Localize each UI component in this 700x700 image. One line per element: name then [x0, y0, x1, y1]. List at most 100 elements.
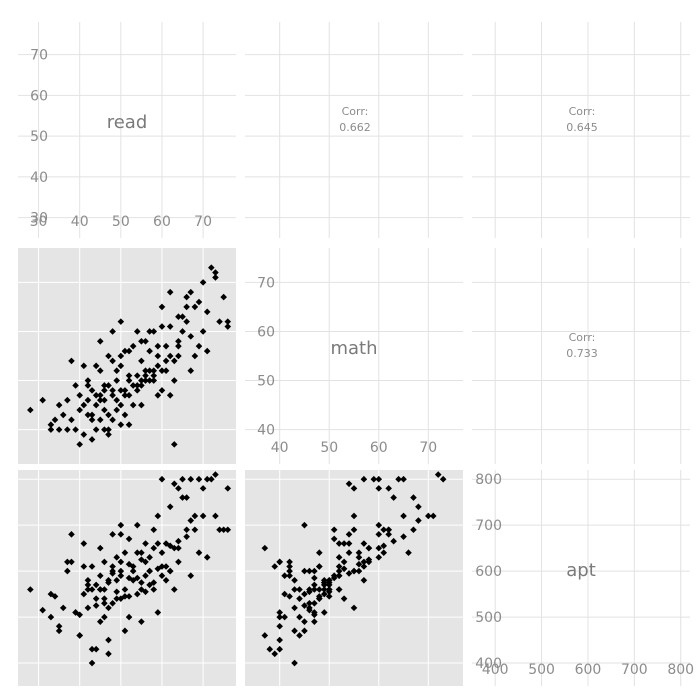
data-point	[154, 342, 162, 350]
data-point	[325, 576, 333, 584]
data-point	[360, 563, 368, 570]
data-point	[286, 593, 293, 600]
data-point	[400, 475, 407, 483]
panel-1-0	[18, 248, 236, 464]
data-point	[370, 475, 378, 483]
y-tick-label: 70	[257, 275, 275, 291]
data-point	[84, 586, 92, 593]
data-point	[191, 352, 199, 360]
data-point	[113, 367, 121, 375]
data-point	[101, 382, 108, 389]
data-point	[306, 604, 313, 612]
data-point	[390, 537, 397, 545]
data-point	[183, 318, 190, 325]
panel-background	[245, 248, 463, 464]
data-point	[109, 357, 116, 365]
corr-value: 0.662	[339, 121, 371, 134]
data-point	[375, 531, 383, 538]
corr-value: 0.733	[566, 347, 598, 360]
data-point	[175, 342, 182, 350]
data-point	[80, 590, 88, 598]
data-point	[281, 613, 288, 621]
data-point	[316, 549, 323, 557]
y-tick-label: 40	[257, 423, 275, 439]
data-point	[375, 475, 383, 483]
variable-name-apt: apt	[566, 560, 596, 581]
data-point	[129, 342, 137, 350]
data-point	[350, 512, 358, 520]
data-point	[88, 563, 96, 570]
data-point	[109, 563, 116, 570]
data-point	[88, 436, 96, 443]
data-point	[150, 579, 158, 586]
data-point	[80, 540, 88, 547]
data-point	[142, 377, 149, 384]
data-point	[129, 567, 137, 575]
data-point	[360, 475, 368, 483]
data-point	[92, 645, 100, 653]
data-point	[191, 512, 199, 520]
data-point	[64, 396, 71, 404]
data-point	[125, 377, 133, 384]
y-tick-label: 70	[30, 48, 48, 64]
data-point	[316, 586, 323, 593]
data-point	[133, 574, 141, 582]
data-point	[183, 494, 190, 501]
data-point	[154, 512, 162, 520]
data-point	[125, 347, 133, 355]
data-point	[286, 563, 293, 570]
data-point	[195, 298, 203, 306]
data-point	[150, 544, 158, 552]
data-point	[301, 567, 308, 575]
data-point	[375, 485, 383, 492]
data-point	[212, 512, 219, 520]
data-point	[113, 406, 121, 414]
data-point	[68, 558, 75, 566]
data-point	[146, 328, 153, 335]
data-point	[171, 441, 178, 448]
data-point	[335, 567, 343, 575]
data-point	[208, 475, 215, 483]
data-point	[355, 549, 363, 557]
data-point	[179, 475, 186, 483]
data-point	[142, 540, 149, 547]
data-point	[138, 401, 145, 409]
data-point	[183, 526, 190, 534]
data-point	[84, 382, 92, 389]
data-point	[150, 377, 158, 384]
data-point	[59, 411, 67, 419]
data-point	[96, 337, 104, 345]
data-point	[325, 593, 333, 600]
data-point	[335, 572, 343, 580]
data-point	[133, 372, 141, 379]
data-point	[171, 357, 178, 365]
data-point	[166, 323, 174, 330]
data-point	[330, 574, 338, 582]
data-point	[166, 567, 174, 575]
data-point	[125, 391, 133, 399]
data-point	[138, 549, 145, 557]
data-point	[51, 593, 59, 600]
x-tick-label: 50	[320, 440, 338, 456]
y-tick-label: 50	[257, 374, 275, 390]
data-point	[92, 426, 100, 433]
data-point	[385, 485, 392, 492]
data-point	[220, 293, 227, 301]
data-point	[360, 558, 368, 566]
data-point	[410, 526, 417, 534]
panel-background	[472, 22, 690, 238]
data-point	[117, 567, 125, 575]
data-point	[76, 611, 83, 619]
data-point	[39, 396, 46, 404]
x-tick-label: 70	[419, 440, 437, 456]
data-point	[187, 288, 195, 296]
data-point	[345, 570, 353, 577]
data-point	[125, 560, 133, 568]
data-point	[121, 347, 129, 355]
data-point	[175, 544, 182, 552]
data-point	[72, 382, 79, 389]
data-point	[195, 342, 203, 350]
data-point	[271, 563, 279, 570]
data-point	[291, 586, 298, 593]
